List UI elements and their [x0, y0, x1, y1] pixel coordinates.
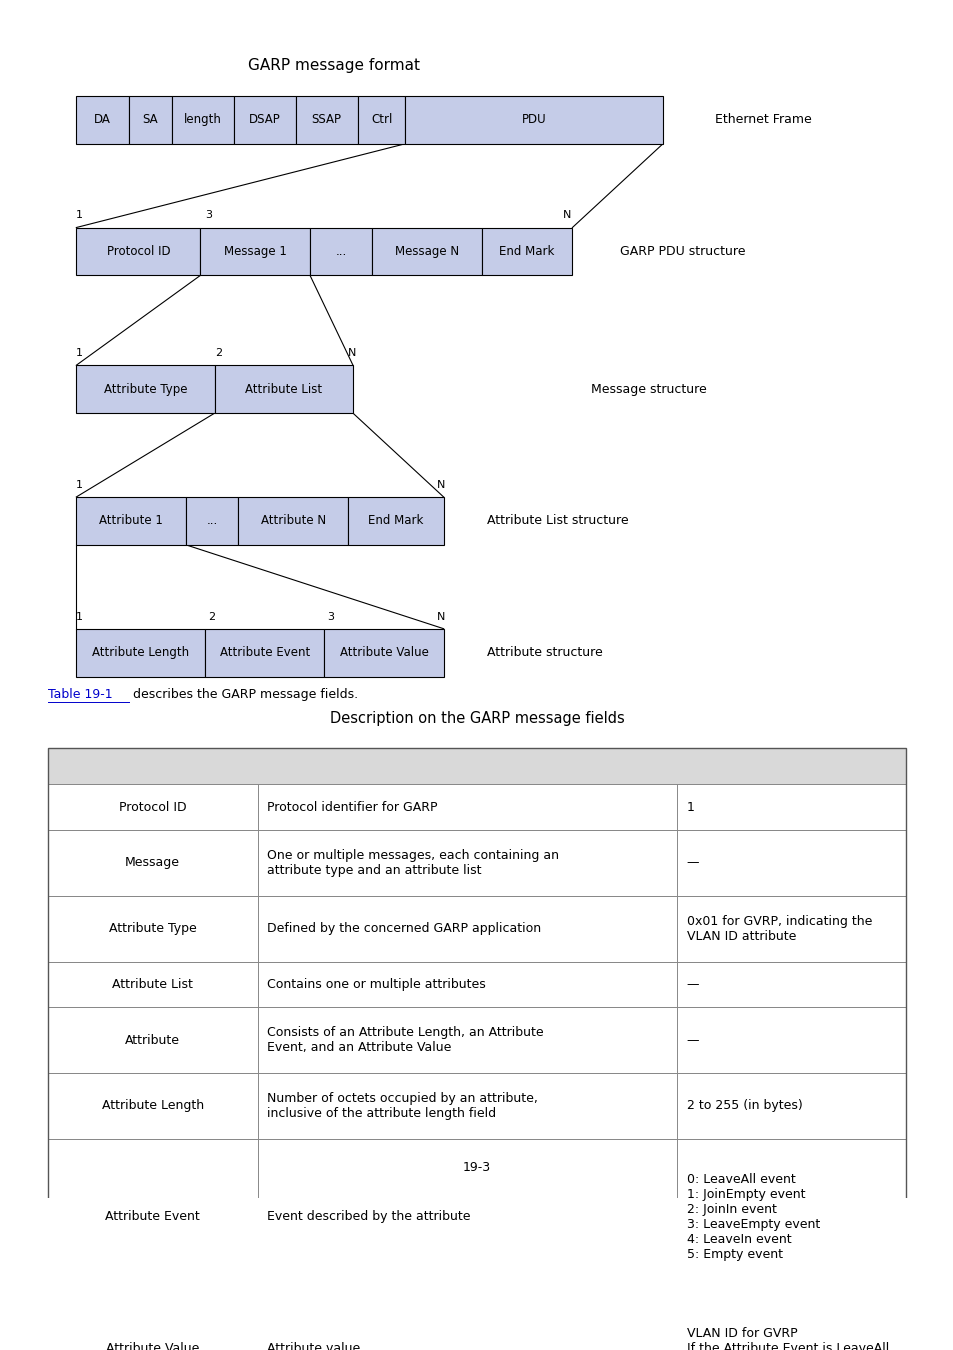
Bar	[295, 96, 357, 143]
Bar	[214, 366, 353, 413]
Text: 0: LeaveAll event
1: JoinEmpty event
2: JoinIn event
3: LeaveEmpty event
4: Leav: 0: LeaveAll event 1: JoinEmpty event 2: …	[686, 1173, 820, 1261]
Text: 1: 1	[76, 612, 83, 621]
Text: SSAP: SSAP	[312, 113, 341, 127]
Text: PDU: PDU	[521, 113, 546, 127]
Text: Event described by the attribute: Event described by the attribute	[267, 1210, 470, 1223]
Bar	[172, 96, 233, 143]
Text: Message: Message	[125, 856, 180, 869]
Bar	[76, 629, 205, 676]
Text: length: length	[184, 113, 221, 127]
Text: 2: 2	[208, 612, 214, 621]
Text: 19-3: 19-3	[462, 1161, 491, 1174]
Text: Table 19-1: Table 19-1	[48, 688, 112, 701]
Text: Protocol ID: Protocol ID	[107, 244, 170, 258]
Bar	[76, 96, 129, 143]
Text: Number of octets occupied by an attribute,
inclusive of the attribute length fie: Number of octets occupied by an attribut…	[267, 1092, 537, 1120]
Text: 2: 2	[214, 348, 221, 358]
Text: Contains one or multiple attributes: Contains one or multiple attributes	[267, 977, 485, 991]
Text: Attribute: Attribute	[125, 1034, 180, 1046]
Text: End Mark: End Mark	[368, 514, 423, 528]
Bar	[48, 961, 905, 1007]
Text: 3: 3	[205, 211, 212, 220]
Text: —: —	[686, 1034, 699, 1046]
Bar	[48, 748, 905, 1350]
Text: Attribute Length: Attribute Length	[92, 647, 189, 659]
Text: Protocol ID: Protocol ID	[119, 801, 186, 814]
Bar	[48, 1007, 905, 1073]
Bar	[405, 96, 662, 143]
Text: 1: 1	[76, 479, 83, 490]
Text: Attribute Event: Attribute Event	[105, 1210, 200, 1223]
Bar	[48, 830, 905, 896]
Text: DSAP: DSAP	[249, 113, 280, 127]
Bar	[310, 228, 372, 275]
Text: SA: SA	[142, 113, 158, 127]
Text: N: N	[436, 612, 445, 621]
Text: Attribute List: Attribute List	[112, 977, 193, 991]
Bar	[186, 497, 238, 545]
Bar	[76, 497, 186, 545]
Text: Attribute Value: Attribute Value	[106, 1342, 199, 1350]
Text: Attribute List structure: Attribute List structure	[486, 514, 627, 528]
Text: Ctrl: Ctrl	[371, 113, 392, 127]
Text: Attribute List: Attribute List	[245, 382, 322, 396]
Text: 1: 1	[76, 348, 83, 358]
Bar	[205, 629, 324, 676]
Text: Attribute 1: Attribute 1	[99, 514, 163, 528]
Text: 1: 1	[76, 211, 83, 220]
Bar	[372, 228, 481, 275]
Text: Attribute Value: Attribute Value	[339, 647, 428, 659]
Bar	[48, 1139, 905, 1295]
Text: VLAN ID for GVRP
If the Attribute Event is LeaveAll,
Attribute Value is omitted.: VLAN ID for GVRP If the Attribute Event …	[686, 1327, 892, 1350]
Bar	[48, 784, 905, 830]
Text: GARP message format: GARP message format	[248, 58, 419, 73]
Text: 0x01 for GVRP, indicating the
VLAN ID attribute: 0x01 for GVRP, indicating the VLAN ID at…	[686, 915, 871, 942]
Bar	[481, 228, 572, 275]
Bar	[48, 748, 905, 784]
Bar	[129, 96, 172, 143]
Text: Protocol identifier for GARP: Protocol identifier for GARP	[267, 801, 437, 814]
Text: 2 to 255 (in bytes): 2 to 255 (in bytes)	[686, 1099, 801, 1112]
Bar	[76, 228, 200, 275]
Text: Attribute Type: Attribute Type	[109, 922, 196, 936]
Bar	[48, 1073, 905, 1139]
Text: Attribute Type: Attribute Type	[104, 382, 187, 396]
Bar	[48, 896, 905, 961]
Text: describes the GARP message fields.: describes the GARP message fields.	[129, 688, 357, 701]
Bar	[48, 1295, 905, 1350]
Text: Attribute value: Attribute value	[267, 1342, 360, 1350]
Text: N: N	[436, 479, 445, 490]
Text: N: N	[348, 348, 356, 358]
Text: GARP PDU structure: GARP PDU structure	[619, 244, 745, 258]
Bar	[348, 497, 443, 545]
Text: Consists of an Attribute Length, an Attribute
Event, and an Attribute Value: Consists of an Attribute Length, an Attr…	[267, 1026, 543, 1054]
Bar	[238, 497, 348, 545]
Bar	[324, 629, 443, 676]
Bar	[76, 366, 214, 413]
Bar	[357, 96, 405, 143]
Text: One or multiple messages, each containing an
attribute type and an attribute lis: One or multiple messages, each containin…	[267, 849, 558, 876]
Text: Defined by the concerned GARP application: Defined by the concerned GARP applicatio…	[267, 922, 540, 936]
Text: Message N: Message N	[395, 244, 458, 258]
Text: End Mark: End Mark	[498, 244, 555, 258]
Text: Attribute N: Attribute N	[260, 514, 326, 528]
Text: Attribute Event: Attribute Event	[219, 647, 310, 659]
Text: DA: DA	[94, 113, 111, 127]
Text: ...: ...	[335, 244, 346, 258]
Text: Message structure: Message structure	[591, 382, 706, 396]
Text: Ethernet Frame: Ethernet Frame	[715, 113, 811, 127]
Text: Description on the GARP message fields: Description on the GARP message fields	[330, 711, 623, 726]
Text: N: N	[562, 211, 571, 220]
Text: —: —	[686, 977, 699, 991]
Text: Message 1: Message 1	[224, 244, 286, 258]
Text: 3: 3	[327, 612, 334, 621]
Text: Attribute structure: Attribute structure	[486, 647, 601, 659]
Text: Attribute Length: Attribute Length	[101, 1099, 204, 1112]
Bar	[200, 228, 310, 275]
Text: 1: 1	[686, 801, 694, 814]
Bar	[233, 96, 295, 143]
Text: ...: ...	[207, 514, 217, 528]
Text: —: —	[686, 856, 699, 869]
